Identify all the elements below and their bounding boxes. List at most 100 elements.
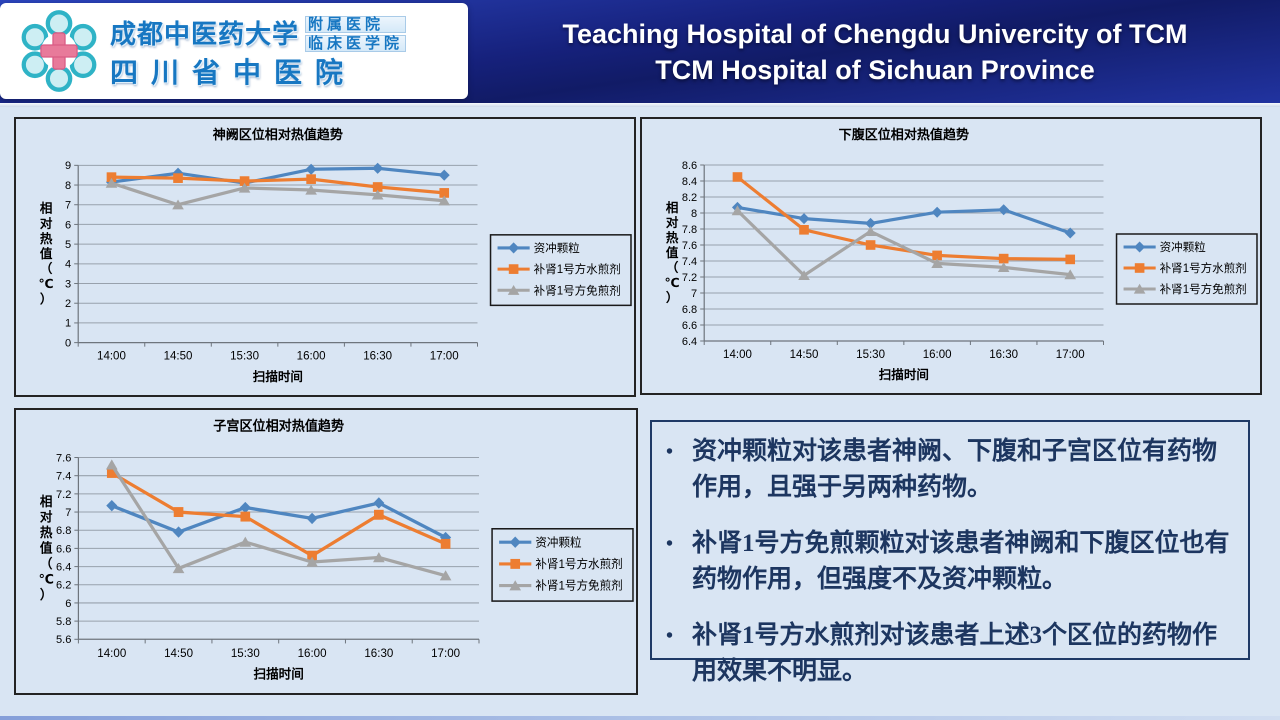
triangle-marker-icon xyxy=(1064,269,1077,280)
diamond-marker-icon xyxy=(1134,241,1146,253)
y-tick-label: 6.6 xyxy=(682,320,697,332)
triangle-marker-icon xyxy=(305,184,317,195)
square-marker-icon xyxy=(732,172,743,182)
y-axis-title-char: ℃ xyxy=(39,277,54,291)
triangle-marker-icon xyxy=(731,205,744,216)
header-divider xyxy=(0,103,1280,107)
x-axis-title: 扫描时间 xyxy=(254,666,304,681)
series-line xyxy=(110,463,447,578)
y-tick-label: 8.2 xyxy=(682,192,697,204)
slide-title-area: Teaching Hospital of Chengdu Univercity … xyxy=(470,0,1280,103)
y-tick-label: 8.6 xyxy=(682,160,697,172)
series-line xyxy=(111,501,447,539)
triangle-marker-icon xyxy=(864,226,877,236)
square-marker-icon xyxy=(510,558,521,569)
y-axis-title-char: 对 xyxy=(40,216,53,231)
y-tick-label: 7 xyxy=(65,507,71,519)
series-line xyxy=(737,205,1071,235)
y-tick-label: 6.6 xyxy=(56,543,71,555)
triangle-marker-icon xyxy=(507,285,520,295)
triangle-marker-icon xyxy=(1133,283,1146,294)
diamond-marker-icon xyxy=(106,500,118,512)
square-marker-icon xyxy=(106,468,117,478)
note-bullet-1: • 资冲颗粒对该患者神阙、下腹和子宫区位有药物作用，且强于另两种药物。 xyxy=(666,434,1232,506)
series-line xyxy=(110,471,447,558)
square-marker-icon xyxy=(439,188,450,198)
x-tick-label: 17:00 xyxy=(430,351,459,363)
square-marker-icon xyxy=(865,240,876,250)
triangle-marker-icon xyxy=(306,556,318,567)
square-marker-icon xyxy=(374,509,384,520)
line-chart-svg: 子宫区位相对热值趋势 5.6 5.8 6 6.2 6.4 6.6 6.8 7 7.2 7.4 7.6 1… xyxy=(39,417,634,682)
y-axis-title-char: 相 xyxy=(40,494,53,509)
y-axis-title-char: ） xyxy=(666,290,679,305)
y-tick-label: 5.6 xyxy=(56,634,71,646)
diamond-marker-icon xyxy=(239,501,251,514)
diamond-marker-icon xyxy=(438,169,450,181)
line-chart-svg: 下腹区位相对热值趋势 6.4 6.6 6.8 7 7.2 7.4 7.6 7.8 8 8.2 8.4 8… xyxy=(665,127,1258,382)
university-name: 成都中医药大学 xyxy=(110,18,300,49)
square-marker-icon xyxy=(440,538,451,549)
y-axis-title-char: 值 xyxy=(666,245,679,260)
y-tick-label: 7.4 xyxy=(682,256,697,268)
legend-label: 补肾1号方免煎剂 xyxy=(534,283,621,297)
y-tick-label: 8 xyxy=(65,180,71,192)
series-line xyxy=(111,175,445,195)
y-tick-label: 7 xyxy=(65,200,71,212)
square-marker-icon xyxy=(240,511,251,522)
y-tick-label: 7.6 xyxy=(682,240,697,252)
x-tick-label: 15:30 xyxy=(231,647,260,660)
triangle-marker-icon xyxy=(239,536,252,547)
x-tick-label: 16:30 xyxy=(364,647,393,660)
legend-label: 补肾1号方水煎剂 xyxy=(1160,261,1247,275)
x-tick-label: 16:00 xyxy=(923,349,952,361)
legend-label: 资冲颗粒 xyxy=(534,241,581,255)
triangle-marker-icon xyxy=(238,182,251,193)
line-chart-svg: 神阙区位相对热值趋势 0 1 2 3 4 5 6 7 8 9 14:00 14:50 15:30 16:00… xyxy=(39,127,632,384)
y-tick-label: 6.4 xyxy=(682,336,697,348)
diamond-marker-icon xyxy=(998,204,1010,216)
square-marker-icon xyxy=(372,182,383,192)
note-bullet-2: • 补肾1号方免煎颗粒对该患者神阙和下腹区位也有药物作用，但强度不及资冲颗粒。 xyxy=(666,526,1232,598)
x-axis-title: 扫描时间 xyxy=(879,367,929,382)
y-tick-label: 8.4 xyxy=(682,176,697,188)
note-text-3: 补肾1号方水煎剂对该患者上述3个区位的药物作用效果不明显。 xyxy=(692,622,1218,685)
x-tick-label: 16:00 xyxy=(298,647,327,660)
logo-text-block: 成都中医药大学 附属医院 临床医学院 四川省中医院 xyxy=(110,15,468,87)
y-axis-title-char: ） xyxy=(40,291,53,306)
y-tick-label: 9 xyxy=(65,160,71,172)
hospital-flower-logo-icon xyxy=(21,10,97,92)
series-line xyxy=(736,175,1071,261)
chart-title: 子宫区位相对热值趋势 xyxy=(213,417,345,433)
triangle-marker-icon xyxy=(105,459,118,470)
y-axis-title-char: 值 xyxy=(40,540,53,555)
x-tick-label: 14:00 xyxy=(97,351,126,363)
diamond-marker-icon xyxy=(173,526,185,538)
y-axis-title-char: 热 xyxy=(40,231,53,246)
y-axis-title-char: （ xyxy=(666,260,679,275)
x-tick-label: 14:50 xyxy=(790,349,819,361)
y-tick-label: 6.4 xyxy=(56,561,71,573)
triangle-marker-icon xyxy=(172,563,185,574)
y-tick-label: 6.2 xyxy=(56,580,71,592)
x-tick-label: 17:00 xyxy=(431,647,460,660)
y-tick-label: 0 xyxy=(65,337,71,349)
triangle-marker-icon xyxy=(105,177,118,188)
diamond-marker-icon xyxy=(373,497,385,509)
square-marker-icon xyxy=(1065,254,1076,265)
y-tick-label: 8 xyxy=(691,208,697,220)
clinical-college-label: 临床医学院 xyxy=(305,34,407,52)
x-tick-label: 16:00 xyxy=(297,351,326,363)
series-line xyxy=(736,209,1071,277)
y-axis-title-char: 热 xyxy=(666,230,679,245)
y-tick-label: 7.2 xyxy=(56,489,71,501)
y-axis-title-char: （ xyxy=(40,556,53,571)
conclusions-panel: • 资冲颗粒对该患者神阙、下腹和子宫区位有药物作用，且强于另两种药物。 • 补肾… xyxy=(650,420,1250,685)
triangle-marker-icon xyxy=(172,199,184,210)
bullet-icon: • xyxy=(666,441,674,463)
y-axis-title-char: 相 xyxy=(40,201,53,216)
legend-label: 资冲颗粒 xyxy=(535,535,582,549)
x-tick-label: 16:30 xyxy=(989,349,1018,361)
bullet-icon: • xyxy=(666,625,674,647)
